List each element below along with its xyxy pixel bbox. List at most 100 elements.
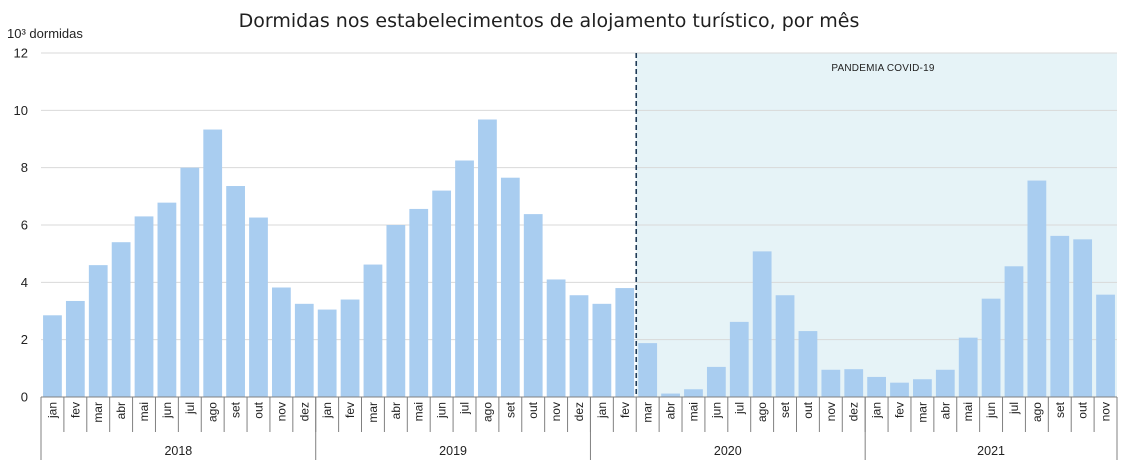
x-tick-label: dez [297,402,311,421]
bar [294,303,314,397]
x-tick-label: jun [709,402,723,419]
y-tick-label: 2 [21,332,28,347]
bar [226,186,245,397]
year-label: 2019 [439,444,467,458]
bar [1073,239,1093,397]
x-tick-label: dez [847,402,861,421]
bar [340,299,360,397]
bar [1027,180,1047,397]
x-tick-label: abr [664,402,678,419]
x-tick-label: ago [480,402,494,422]
x-tick-label: nov [549,402,563,421]
x-tick-label: fev [343,402,357,418]
bar [111,242,131,397]
x-tick-label: mai [137,402,151,421]
x-tick-label: jul [732,402,746,415]
x-tick-label: abr [389,402,403,419]
bar [981,298,1001,397]
x-tick-label: jan [595,402,609,419]
bar [523,214,543,397]
x-tick-label: abr [938,402,952,419]
bar [157,202,177,397]
bar [798,331,818,397]
x-tick-label: mar [366,402,380,423]
y-tick-label: 0 [21,390,28,405]
bar [867,376,887,397]
x-tick-label: nov [1099,402,1113,421]
x-tick-label: jul [183,402,197,415]
bar [913,379,932,397]
x-tick-label: ago [206,402,220,422]
bar [752,251,772,397]
x-tick-label: mai [412,402,426,421]
x-tick-label: jun [435,402,449,419]
bar [706,366,726,397]
covid-annotation: PANDEMIA COVID-19 [831,63,934,74]
x-tick-label: fev [893,402,907,418]
x-tick-label: fev [618,402,632,418]
y-axis-ticks: 0 2 4 6 8 10 12 [14,46,28,405]
bar [432,190,452,397]
x-tick-label: mar [915,402,929,423]
x-tick-label: out [1076,401,1090,418]
x-tick-label: jul [1007,402,1021,415]
bar [935,369,955,397]
x-tick-label: mar [641,402,655,423]
bar [500,177,520,397]
bar [890,382,909,397]
bar [1050,235,1070,397]
bar [65,300,85,397]
bar [775,295,795,397]
bar [271,287,291,397]
x-tick-label: fev [68,402,82,418]
bar [958,337,978,397]
x-tick-label: nov [824,402,838,421]
x-tick-label: jun [160,402,174,419]
year-label: 2018 [164,444,192,458]
bar [1004,266,1024,397]
x-tick-label: ago [755,402,769,422]
y-tick-label: 6 [21,218,28,233]
bar [638,343,658,397]
bar [546,279,566,397]
x-axis: jan fev mar abr mai jun jul ago set out nov dez jan f… [40,396,1118,460]
x-tick-label: jan [870,402,884,419]
y-tick-label: 4 [21,275,28,290]
x-tick-label: set [229,401,243,418]
bar [409,208,429,397]
x-tick-label: jan [45,402,59,419]
bar [684,389,703,397]
bar [844,369,864,397]
x-tick-label: ago [1030,402,1044,422]
x-tick-label: mai [686,402,700,421]
x-tick-label: set [778,401,792,418]
bar [455,160,474,397]
bar [203,129,223,398]
bar [592,303,612,397]
bar [386,225,406,397]
y-axis-label: 10³ dormidas [7,26,83,41]
bar [729,321,749,397]
bar [661,393,680,397]
x-tick-label: set [1053,401,1067,418]
x-tick-label: jun [984,402,998,419]
bar [363,264,383,397]
bar [478,119,497,398]
x-tick-label: abr [114,402,128,419]
year-label: 2021 [977,444,1005,458]
bar [180,167,200,397]
x-tick-label: nov [274,402,288,421]
bar [249,217,268,397]
x-tick-label: mar [91,402,105,423]
year-label: 2020 [714,444,742,458]
bar [88,265,108,397]
bar [1096,294,1115,397]
x-tick-label: out [526,401,540,418]
y-tick-label: 8 [21,160,28,175]
x-tick-label: out [251,401,265,418]
x-tick-label: dez [572,402,586,421]
x-tick-label: out [801,401,815,418]
bar [615,288,635,397]
x-tick-label: set [503,401,517,418]
